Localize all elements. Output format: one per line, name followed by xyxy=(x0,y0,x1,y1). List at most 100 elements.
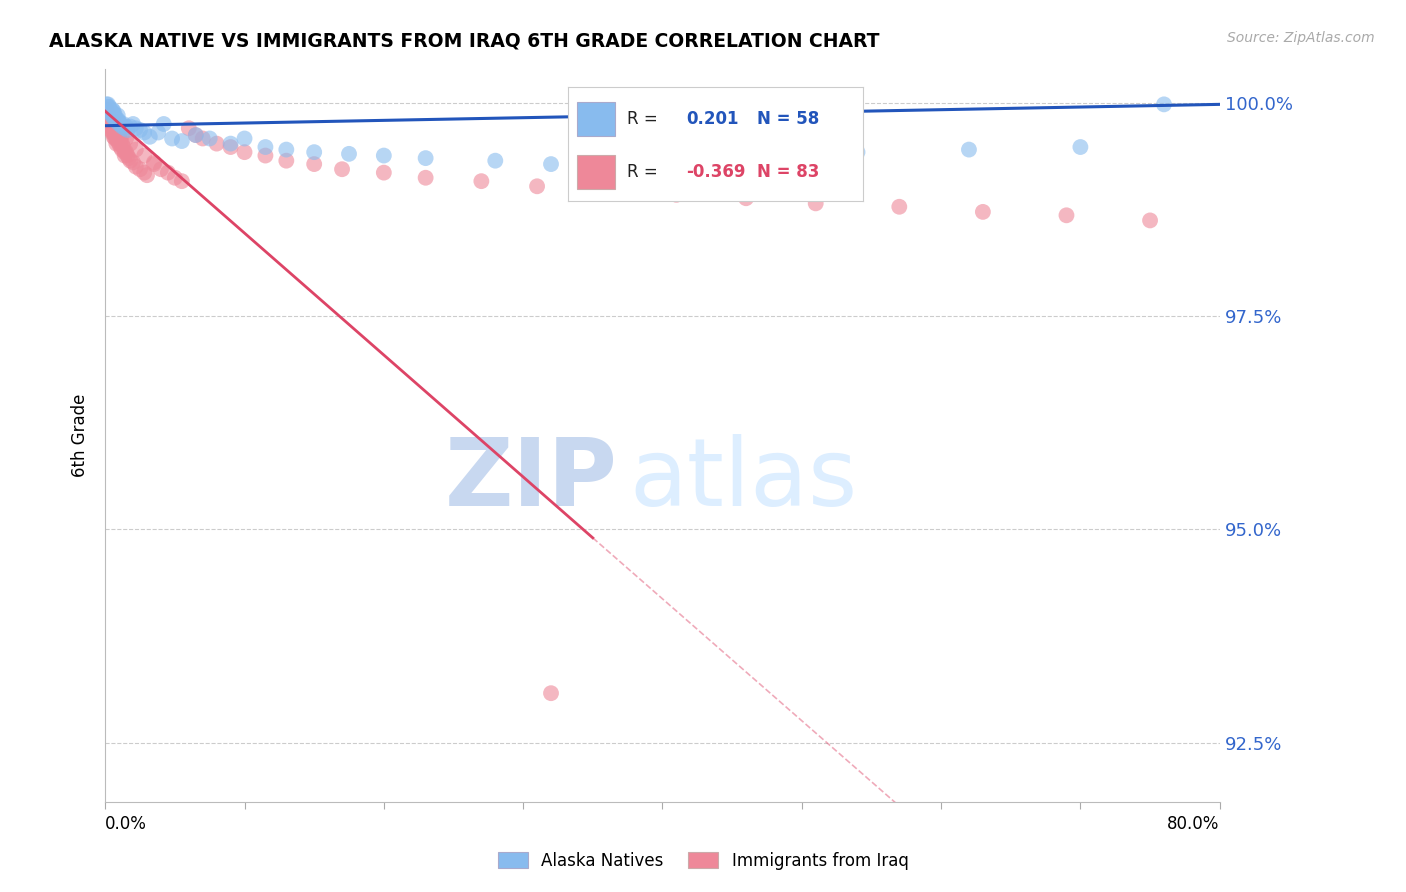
Point xyxy=(609,155,631,169)
Point xyxy=(177,121,200,136)
Point xyxy=(105,136,128,151)
Point xyxy=(136,168,159,182)
Point xyxy=(134,166,156,180)
Text: Source: ZipAtlas.com: Source: ZipAtlas.com xyxy=(1227,31,1375,45)
Point xyxy=(98,111,121,125)
Point xyxy=(1139,213,1161,227)
Point xyxy=(110,117,132,131)
Point xyxy=(111,136,134,151)
Point xyxy=(107,108,129,122)
Point xyxy=(110,140,132,154)
Point xyxy=(596,183,619,197)
Point xyxy=(98,104,121,119)
Point xyxy=(540,157,562,171)
Point xyxy=(957,143,980,157)
Point xyxy=(96,103,118,117)
Point xyxy=(373,148,395,162)
Point xyxy=(120,136,142,151)
Point xyxy=(254,140,277,154)
Text: 0.0%: 0.0% xyxy=(105,815,148,833)
Point xyxy=(114,148,136,162)
Point xyxy=(219,136,242,151)
Point xyxy=(170,174,193,188)
Point xyxy=(1069,140,1091,154)
Point xyxy=(105,112,128,127)
Point xyxy=(972,205,994,219)
Text: ZIP: ZIP xyxy=(446,434,617,525)
Point xyxy=(103,121,125,136)
Point xyxy=(129,162,152,177)
Point xyxy=(107,112,129,127)
Point xyxy=(191,131,214,145)
Point xyxy=(170,134,193,148)
Point xyxy=(108,117,131,131)
Point xyxy=(415,151,437,165)
Point xyxy=(302,157,325,171)
Point xyxy=(103,104,125,119)
Point xyxy=(276,153,298,168)
Point xyxy=(1056,208,1078,222)
Point xyxy=(97,108,120,122)
Point xyxy=(100,106,122,120)
Point xyxy=(160,131,183,145)
Point xyxy=(219,140,242,154)
Point xyxy=(97,100,120,114)
Point xyxy=(105,114,128,128)
Point xyxy=(108,136,131,151)
Text: ALASKA NATIVE VS IMMIGRANTS FROM IRAQ 6TH GRADE CORRELATION CHART: ALASKA NATIVE VS IMMIGRANTS FROM IRAQ 6T… xyxy=(49,31,880,50)
Point xyxy=(103,114,125,128)
Point xyxy=(122,155,145,169)
Point xyxy=(149,162,172,177)
Point xyxy=(120,153,142,168)
Point xyxy=(105,126,128,140)
Point xyxy=(96,104,118,119)
Point xyxy=(540,686,562,700)
Point xyxy=(118,151,141,165)
Point xyxy=(665,187,688,202)
Point xyxy=(107,129,129,144)
Point xyxy=(104,128,127,142)
Point xyxy=(134,148,156,162)
Point xyxy=(98,100,121,114)
Point xyxy=(129,123,152,137)
Point xyxy=(114,121,136,136)
Point xyxy=(103,108,125,122)
Legend: Alaska Natives, Immigrants from Iraq: Alaska Natives, Immigrants from Iraq xyxy=(491,846,915,877)
Point xyxy=(103,129,125,144)
Point xyxy=(96,108,118,122)
Point xyxy=(101,103,124,117)
Point xyxy=(156,166,179,180)
Point xyxy=(101,117,124,131)
Point xyxy=(762,146,785,161)
Point xyxy=(735,191,758,205)
Point xyxy=(100,114,122,128)
Point xyxy=(337,146,360,161)
Point xyxy=(122,117,145,131)
Point xyxy=(163,170,186,185)
Point xyxy=(254,148,277,162)
Point xyxy=(97,114,120,128)
Point xyxy=(110,134,132,148)
Point xyxy=(108,114,131,128)
Point xyxy=(98,112,121,127)
Point xyxy=(115,120,138,134)
Point xyxy=(889,200,911,214)
Point xyxy=(97,111,120,125)
Point xyxy=(112,117,135,131)
Point xyxy=(100,117,122,131)
Point xyxy=(125,143,148,157)
Point xyxy=(104,131,127,145)
Text: 80.0%: 80.0% xyxy=(1167,815,1220,833)
Point xyxy=(105,131,128,145)
Point xyxy=(112,140,135,154)
Point xyxy=(104,123,127,137)
Point xyxy=(103,126,125,140)
Point xyxy=(415,170,437,185)
Point xyxy=(484,153,506,168)
Point xyxy=(101,108,124,122)
Point xyxy=(184,128,207,142)
Point xyxy=(139,129,162,144)
Point xyxy=(101,121,124,136)
Point xyxy=(120,120,142,134)
Point xyxy=(98,120,121,134)
